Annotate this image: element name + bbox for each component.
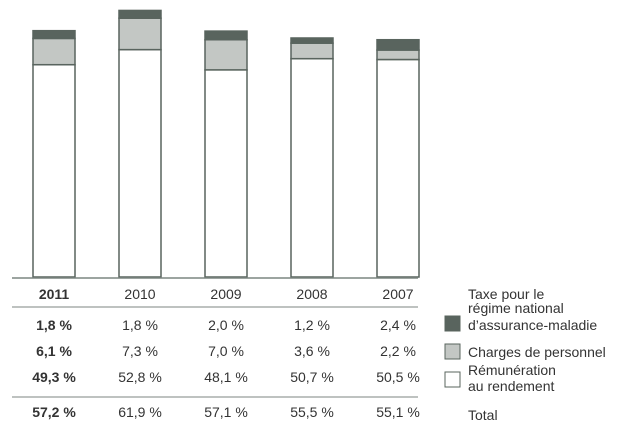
bar-segment-2010-s2 [118,9,162,19]
value-total-2007: 55,1 % [376,404,420,420]
value-taxe-2009: 2,0 % [208,317,244,333]
legend: Taxe pour le régime national d’assurance… [444,286,606,423]
legend-swatch-charges [444,343,461,360]
bar-segment-2009-s1 [204,38,248,71]
year-label-2009: 2009 [210,286,241,302]
value-charges-2007: 2,2 % [380,343,416,359]
data-table: 2011 1,8 % 6,1 % 49,3 % 57,2 % 2010 1,8 % 7,3 %… [32,286,420,420]
value-remuneration-2009: 48,1 % [204,369,248,385]
value-total-2010: 61,9 % [118,404,162,420]
legend-remuneration-label: Rémunération au rendement [468,362,560,394]
legend-swatch-taxe [444,315,461,332]
bar-segment-2007-s2 [376,38,420,51]
year-label-2010: 2010 [124,286,155,302]
bar-segment-2008-s1 [290,42,334,60]
bars-group [32,9,420,278]
legend-total-label: Total [468,407,498,423]
value-taxe-2010: 1,8 % [122,317,158,333]
value-charges-2011: 6,1 % [36,343,72,359]
bar-segment-2010-s1 [118,17,162,51]
value-remuneration-2008: 50,7 % [290,369,334,385]
value-taxe-2008: 1,2 % [294,317,330,333]
bar-segment-2011-s1 [32,37,76,66]
legend-swatch-remuneration [444,371,461,388]
value-taxe-2011: 1,8 % [36,317,72,333]
bar-segment-2011-s0 [32,63,76,278]
value-taxe-2007: 2,4 % [380,317,416,333]
value-remuneration-2011: 49,3 % [32,369,76,385]
year-label-2007: 2007 [382,286,413,302]
bar-segment-2007-s0 [376,58,420,278]
value-charges-2009: 7,0 % [208,343,244,359]
legend-charges-label: Charges de personnel [468,344,606,360]
value-total-2011: 57,2 % [32,404,76,420]
bar-segment-2008-s0 [290,57,334,278]
bar-segment-2010-s0 [118,48,162,278]
bar-segment-2007-s1 [376,49,420,61]
value-charges-2010: 7,3 % [122,343,158,359]
bar-segment-2009-s0 [204,69,248,278]
value-total-2009: 57,1 % [204,404,248,420]
year-label-2011: 2011 [39,286,70,302]
bar-segment-2011-s2 [32,29,76,40]
value-remuneration-2007: 50,5 % [376,369,420,385]
legend-taxe-label: Taxe pour le régime national d’assurance… [468,286,597,333]
bar-segment-2009-s2 [204,30,248,41]
year-label-2008: 2008 [296,286,327,302]
value-remuneration-2010: 52,8 % [118,369,162,385]
bar-segment-2008-s2 [290,37,334,44]
value-charges-2008: 3,6 % [294,343,330,359]
value-total-2008: 55,5 % [290,404,334,420]
